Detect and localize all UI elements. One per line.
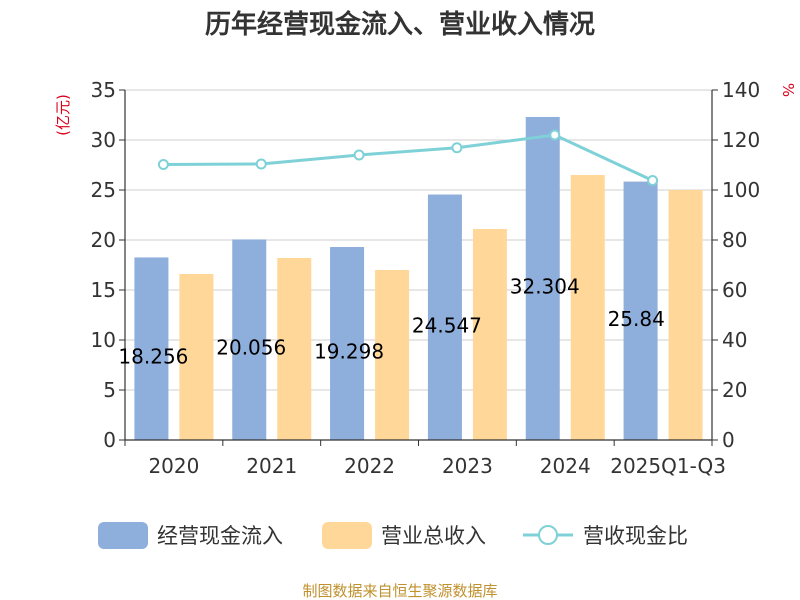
left-tick-label: 15 — [91, 278, 116, 302]
legend-swatch-cash-inflow — [98, 522, 148, 549]
right-tick-label: 120 — [722, 128, 760, 152]
data-label: 32.304 — [510, 274, 580, 298]
ratio-series-line — [163, 133, 654, 182]
ratio-point — [353, 149, 365, 161]
bar-cash-inflow — [525, 116, 560, 441]
bar-revenue — [472, 229, 507, 440]
source-note: 制图数据来自恒生聚源数据库 — [302, 582, 497, 600]
bar-revenue — [668, 190, 703, 440]
x-tick-label: 2024 — [540, 454, 591, 478]
right-tick-label: 20 — [722, 378, 747, 402]
left-tick-label: 20 — [91, 228, 116, 252]
legend: 经营现金流入 营业总收入 营收现金比 — [98, 522, 688, 549]
ratio-point — [157, 159, 169, 170]
x-tick-label: 2023 — [442, 454, 493, 478]
bar-cash-inflow — [134, 257, 169, 440]
legend-label-revenue: 营业总收入 — [381, 524, 486, 548]
right-tick-label: 40 — [722, 328, 747, 352]
left-tick-label: 0 — [103, 428, 116, 452]
ratio-point — [647, 175, 659, 186]
bar-cash-inflow — [232, 239, 267, 440]
x-tick-label: 2022 — [344, 454, 395, 478]
left-tick-label: 30 — [91, 128, 116, 152]
bar-revenue — [277, 258, 312, 440]
left-tick-label: 35 — [91, 78, 116, 102]
x-tick-label: 2025Q1-Q3 — [610, 454, 726, 478]
x-tick-label: 2021 — [246, 454, 297, 478]
bar-cash-inflow — [427, 194, 462, 440]
right-tick-label: 60 — [722, 278, 747, 302]
bar-revenue — [375, 270, 410, 440]
bar-revenue — [570, 175, 605, 440]
ratio-point — [255, 158, 267, 170]
right-tick-label: 140 — [722, 78, 760, 102]
left-tick-label: 10 — [91, 328, 116, 352]
data-label: 24.547 — [412, 313, 482, 337]
right-tick-label: 100 — [722, 178, 760, 202]
data-labels: 18.256 20.056 19.298 24.547 32.304 25.84 — [118, 274, 664, 368]
legend-label-cash-inflow: 经营现金流入 — [157, 524, 283, 548]
right-axis-unit: % — [779, 83, 797, 97]
data-label: 19.298 — [314, 340, 384, 364]
left-tick-label: 5 — [103, 378, 116, 402]
data-label: 18.256 — [118, 345, 188, 369]
legend-label-ratio: 营收现金比 — [583, 524, 688, 548]
right-tick-label: 0 — [722, 428, 735, 452]
left-axis-unit: (亿元) — [54, 94, 72, 136]
legend-marker-ratio — [538, 525, 558, 545]
chart-title: 历年经营现金流入、营业收入情况 — [205, 9, 595, 40]
right-tick-label: 80 — [722, 228, 747, 252]
ratio-line — [157, 129, 659, 186]
gridlines — [125, 89, 712, 391]
x-tick-label: 2020 — [148, 454, 199, 478]
left-tick-label: 25 — [91, 178, 116, 202]
bar-revenue — [179, 274, 214, 440]
bars — [134, 116, 703, 441]
data-label: 25.84 — [608, 307, 665, 331]
legend-swatch-revenue — [322, 522, 372, 549]
ratio-point — [451, 142, 463, 154]
data-label: 20.056 — [216, 336, 286, 360]
axes: 0 5 10 15 20 25 30 35 0 20 40 60 80 100 120 140 2020 2021… — [91, 78, 761, 478]
bar-cash-inflow — [623, 181, 658, 440]
bar-cash-inflow — [330, 247, 365, 440]
ratio-point — [549, 129, 561, 141]
